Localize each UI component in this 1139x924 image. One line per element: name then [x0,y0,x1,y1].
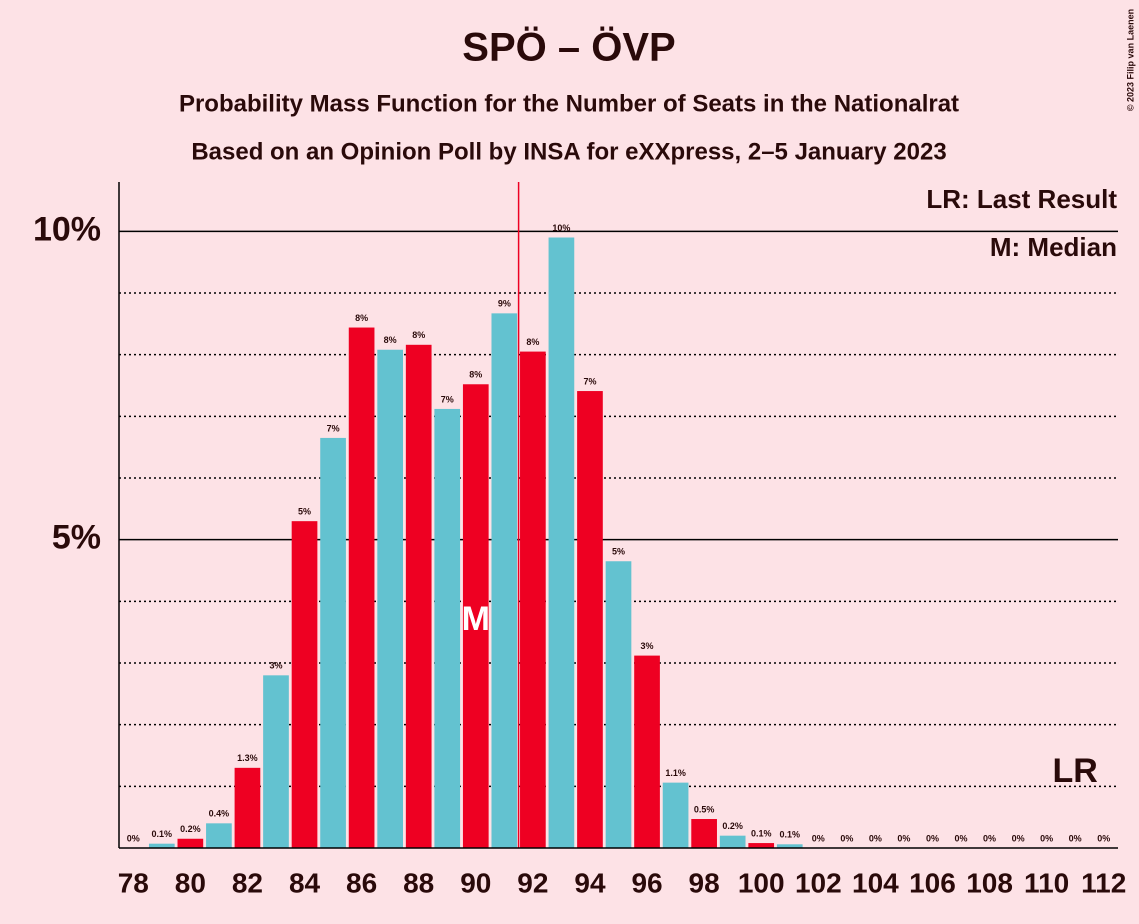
chart-title: SPÖ – ÖVP [462,25,675,70]
x-tick-label: 112 [1081,867,1126,898]
bar [177,838,204,848]
bar [462,384,489,848]
y-tick-label: 10% [33,210,101,248]
value-label: 0.1% [152,829,173,839]
bar [206,823,232,848]
bar [263,675,289,848]
value-label: 7% [583,376,596,386]
x-tick-label: 92 [517,867,548,898]
x-tick-label: 96 [631,867,662,898]
x-tick-label: 82 [232,867,263,898]
value-label: 8% [384,335,397,345]
value-label: 0.4% [209,809,230,819]
value-label: 0% [840,833,853,843]
copyright: © 2023 Filip van Laenen [1125,9,1135,111]
x-tick-label: 100 [738,867,785,898]
value-label: 0% [1069,833,1082,843]
bar [748,843,775,848]
bar [148,843,175,848]
bar [691,819,717,848]
value-label: 0% [1012,833,1025,843]
x-tick-label: 110 [1024,867,1069,898]
bar [491,313,518,849]
x-tick-label: 78 [118,867,149,898]
bar [291,521,318,848]
bar [605,561,632,848]
value-label: 0% [1040,833,1053,843]
value-label: 7% [327,423,340,433]
value-label: 10% [552,223,570,233]
bar [234,767,261,848]
bar [776,844,803,848]
value-label: 0.1% [779,830,800,840]
value-label: 0.2% [722,821,743,831]
value-label: 5% [298,507,311,517]
bar [662,782,689,848]
y-tick-label: 5% [52,519,101,557]
value-label: 3% [269,661,282,671]
value-label: 8% [526,337,539,347]
value-label: 0% [127,833,140,843]
x-tick-label: 98 [689,867,720,898]
value-label: 8% [469,370,482,380]
x-tick-label: 106 [909,867,956,898]
value-label: 0.1% [751,828,772,838]
bar [405,344,432,848]
value-label: 0% [869,833,882,843]
x-tick-label: 88 [403,867,434,898]
legend-entry: M: Median [990,232,1117,262]
value-label: 8% [412,330,425,340]
value-label: 0.2% [180,824,201,834]
bar [348,327,375,848]
x-tick-label: 108 [966,867,1013,898]
bar [377,349,404,848]
value-label: 0% [897,833,910,843]
x-tick-label: 86 [346,867,377,898]
bar [634,655,660,848]
value-label: 9% [498,299,511,309]
value-label: 3% [641,641,654,651]
value-label: 0.5% [694,804,715,814]
x-tick-label: 80 [175,867,206,898]
value-label: 8% [355,313,368,323]
value-label: 0% [1097,833,1110,843]
x-tick-label: 94 [574,867,606,898]
x-tick-label: 104 [852,867,899,898]
value-label: 7% [441,394,454,404]
chart-subtitle: Based on an Opinion Poll by INSA for eXX… [191,138,946,165]
bar [719,835,746,848]
chart-subtitle: Probability Mass Function for the Number… [179,90,959,117]
x-tick-label: 102 [795,867,842,898]
last-result-marker: LR [1053,752,1098,790]
bar [548,237,575,848]
value-label: 0% [812,833,825,843]
median-marker: M [462,600,490,638]
value-label: 1.3% [237,753,258,763]
bar [320,437,346,848]
value-label: 0% [955,833,968,843]
value-label: 0% [983,833,996,843]
value-label: 1.1% [665,768,686,778]
legend-entry: LR: Last Result [926,184,1117,214]
bar [520,351,546,848]
value-label: 5% [612,547,625,557]
value-label: 0% [926,833,939,843]
x-tick-label: 90 [460,867,491,898]
x-tick-label: 84 [289,867,321,898]
bar [577,391,603,848]
bar [434,408,461,848]
